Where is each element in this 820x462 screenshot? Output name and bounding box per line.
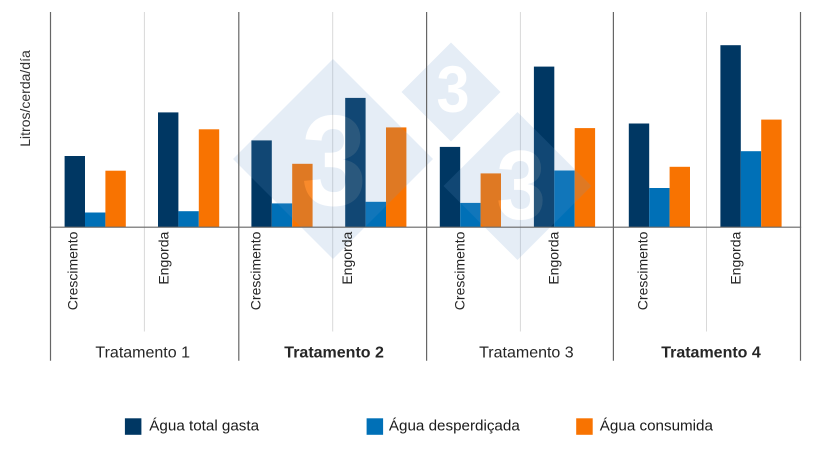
svg-text:Litros/cerda/día: Litros/cerda/día bbox=[17, 50, 33, 147]
svg-text:3: 3 bbox=[496, 130, 546, 240]
svg-text:3: 3 bbox=[436, 53, 469, 127]
svg-text:Água total gasta: Água total gasta bbox=[149, 418, 259, 435]
svg-text:Tratamento 1: Tratamento 1 bbox=[95, 344, 190, 361]
svg-text:Crescimento: Crescimento bbox=[65, 231, 81, 310]
svg-text:Tratamento 2: Tratamento 2 bbox=[284, 344, 384, 361]
svg-text:Tratamento 3: Tratamento 3 bbox=[479, 344, 574, 361]
svg-text:Crescimento: Crescimento bbox=[248, 231, 264, 310]
svg-text:Tratamento 4: Tratamento 4 bbox=[661, 344, 761, 361]
svg-text:Engorda: Engorda bbox=[339, 232, 355, 285]
svg-text:Crescimento: Crescimento bbox=[451, 231, 467, 310]
svg-text:Crescimento: Crescimento bbox=[635, 231, 651, 310]
svg-text:Engorda: Engorda bbox=[155, 232, 171, 285]
svg-text:Engorda: Engorda bbox=[545, 232, 561, 285]
svg-text:3: 3 bbox=[301, 89, 366, 233]
svg-text:Água desperdiçada: Água desperdiçada bbox=[389, 418, 520, 435]
svg-text:Água consumida: Água consumida bbox=[600, 418, 714, 435]
svg-text:Engorda: Engorda bbox=[727, 232, 743, 285]
